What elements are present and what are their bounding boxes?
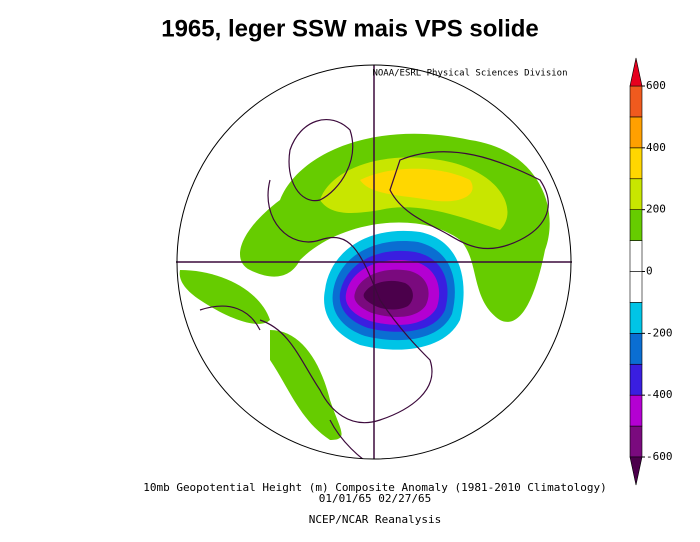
colorbar-segment — [629, 363, 643, 396]
colorbar-segment — [629, 209, 643, 241]
title: 1965, leger SSW mais VPS solide — [161, 15, 539, 42]
colorbar-label: 200 — [646, 203, 666, 216]
colorbar-segment — [629, 394, 643, 427]
colorbar: 600 400 200 0 -200 -400 -600 — [629, 57, 673, 486]
colorbar-label: -200 — [646, 326, 673, 339]
colorbar-segment — [629, 302, 643, 334]
colorbar-segment — [629, 178, 643, 210]
caption: NCEP/NCAR Reanalysis — [309, 513, 441, 526]
map-border — [176, 64, 572, 460]
caption: 10mb Geopotential Height (m) Composite A… — [143, 481, 607, 494]
colorbar-segment — [629, 425, 643, 458]
caption: 01/01/65 02/27/65 — [319, 492, 432, 505]
colorbar-label: -400 — [646, 388, 673, 401]
colorbar-segment — [629, 271, 643, 303]
attribution: NOAA/ESRL Physical Sciences Division — [372, 69, 567, 79]
colorbar-segment — [629, 333, 643, 365]
colorbar-label: 400 — [646, 141, 666, 154]
colorbar-over — [629, 57, 643, 87]
colorbar-segment — [629, 116, 643, 149]
colorbar-label: -600 — [646, 450, 673, 463]
map — [176, 64, 572, 460]
anomaly-field — [179, 119, 550, 459]
colorbar-label: 0 — [646, 265, 653, 278]
colorbar-segment — [629, 147, 643, 180]
colorbar-label: 600 — [646, 79, 666, 92]
colorbar-segment — [629, 240, 643, 272]
colorbar-under — [629, 456, 643, 486]
colorbar-segment — [629, 85, 643, 118]
